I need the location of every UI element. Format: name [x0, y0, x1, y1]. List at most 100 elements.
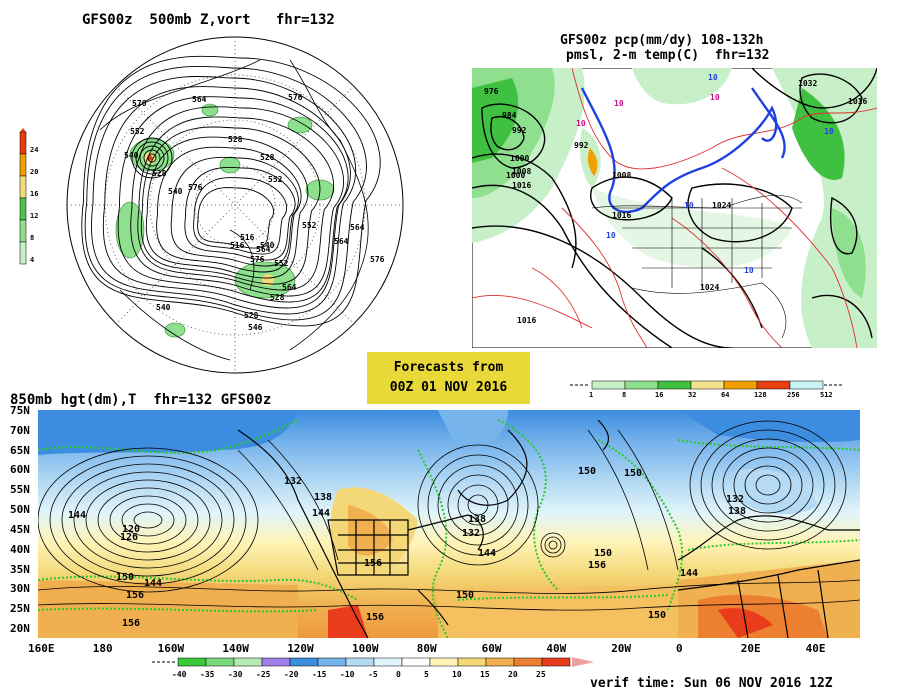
- height-contour-850: [548, 540, 558, 550]
- height-contour-850: [711, 438, 825, 532]
- low-center-contour: [143, 149, 161, 167]
- latitude-label: 30N: [10, 582, 30, 596]
- precip-colorbar: [570, 380, 844, 390]
- isobar-label: 992: [512, 126, 527, 135]
- temp-contour-label: 10: [576, 119, 586, 128]
- temp-contour-850: [457, 594, 669, 601]
- height-contour-850: [733, 456, 803, 514]
- temp-contour-850: [38, 607, 319, 613]
- height-contour-label: 576: [288, 93, 303, 102]
- vort-tick-label: 20: [30, 168, 39, 176]
- temp-contour-850: [38, 419, 299, 454]
- height-contour: [184, 166, 296, 261]
- precip-color-swatch: [690, 380, 725, 390]
- precip-tick-label: 8: [622, 391, 627, 399]
- height-label-850: 132: [726, 494, 744, 505]
- height-contour: [117, 96, 349, 303]
- panel-850mb-title: 850mb hgt(dm),T fhr=132 GFS00z: [10, 392, 272, 408]
- temp-contour-850: [677, 439, 860, 451]
- latitude-label: 55N: [10, 483, 30, 497]
- height-label-850: 144: [68, 510, 86, 521]
- height-contour-label: 576: [370, 255, 385, 264]
- height-contour: [170, 156, 299, 267]
- forecast-init-box: Forecasts from 00Z 01 NOV 2016: [367, 352, 530, 404]
- height-contour-label: 552: [274, 259, 289, 268]
- low-center-contour: [147, 153, 157, 163]
- temp-color-swatch: [289, 657, 319, 667]
- vort-tick-label: 4: [30, 256, 35, 264]
- precip-tick-label: 32: [688, 391, 697, 399]
- height-contour-850: [722, 447, 814, 523]
- low-center-contour: [131, 137, 173, 179]
- height-contour: [145, 136, 309, 279]
- verif-time: verif time: Sun 06 NOV 2016 12Z: [590, 676, 833, 691]
- height-contour-label: 540: [168, 187, 183, 196]
- height-label-850: 150: [456, 590, 474, 601]
- height-contour-label: 552: [130, 127, 145, 136]
- height-contour-850: [447, 474, 509, 536]
- temp-tick-label: -10: [340, 670, 355, 679]
- height-contour-label: 564: [282, 283, 297, 292]
- vort-color-swatch: [19, 131, 27, 155]
- isobar-label: 1032: [798, 79, 817, 88]
- panel-500mb-title: GFS00z 500mb Z,vort fhr=132: [82, 12, 335, 28]
- temp-color-swatch: [345, 657, 375, 667]
- temp-color-swatch: [317, 657, 347, 667]
- longitude-label: 160W: [157, 642, 185, 655]
- isobar-label: 1016: [517, 316, 536, 325]
- temp-contour-label: 10: [744, 266, 754, 275]
- height-contour-850: [417, 444, 539, 566]
- height-contour-label: 528: [260, 153, 275, 162]
- temp-contour-850: [38, 575, 359, 601]
- isobar: [590, 176, 673, 221]
- height-contour-850: [427, 454, 529, 556]
- height-contour-label: 546: [248, 323, 263, 332]
- height-contour-label: 564: [334, 237, 349, 246]
- height-contour: [140, 126, 321, 285]
- precip-color-swatch: [723, 380, 758, 390]
- temp-color-swatch: [485, 657, 515, 667]
- temp-color-swatch: [261, 657, 291, 667]
- height-contour-850: [700, 429, 836, 541]
- isobar-label: 1024: [712, 201, 731, 210]
- isobar: [481, 103, 546, 169]
- height-label-850: 132: [462, 528, 480, 539]
- isobar-label: 992: [574, 141, 589, 150]
- height-contour-label: 564: [350, 223, 365, 232]
- longitude-label: 0: [676, 642, 683, 655]
- height-contour-label: 528: [228, 135, 243, 144]
- temp-tick-label: 10: [452, 670, 462, 679]
- precip-color-swatch: [657, 380, 692, 390]
- latitude-label: 40N: [10, 542, 30, 556]
- isobar-label: 1000: [506, 171, 525, 180]
- low-center-contour: [139, 145, 165, 171]
- precip-tick-label: 64: [721, 391, 730, 399]
- isobar: [799, 73, 863, 124]
- temp-tick-label: -25: [256, 670, 271, 679]
- temp-tick-label: 0: [396, 670, 401, 679]
- height-contour-label: 528: [152, 169, 167, 178]
- height-contour-850: [38, 599, 860, 611]
- vort-tick-label: 24: [30, 146, 39, 154]
- latitude-label: 45N: [10, 522, 30, 536]
- precip-tick-label: 512: [820, 391, 833, 399]
- panel-precip-title-line2: pmsl, 2-m temp(C) fhr=132: [566, 48, 770, 63]
- height-contour-850: [437, 464, 519, 546]
- temp-contour: [561, 207, 648, 348]
- precip-color-swatch: [591, 380, 626, 390]
- height-contour-label: 528: [270, 293, 285, 302]
- height-contour-850: [689, 420, 847, 550]
- height-contour-850: [121, 503, 175, 537]
- height-label-850: 144: [680, 568, 698, 579]
- longitude-label: 40W: [546, 642, 567, 655]
- isobar-label: 1016: [512, 181, 531, 190]
- panel-precip-title-line1: GFS00z pcp(mm/dy) 108-132h: [560, 33, 764, 48]
- vort-color-swatch: [19, 197, 27, 221]
- latitude-label: 60N: [10, 463, 30, 477]
- longitude-label: 160E: [28, 642, 55, 655]
- temp-contour: [721, 167, 858, 348]
- height-contour-850: [237, 449, 319, 571]
- longitude-label: 100W: [352, 642, 379, 655]
- map-850mb: 1441261201501561561321381441561501441501…: [38, 410, 860, 638]
